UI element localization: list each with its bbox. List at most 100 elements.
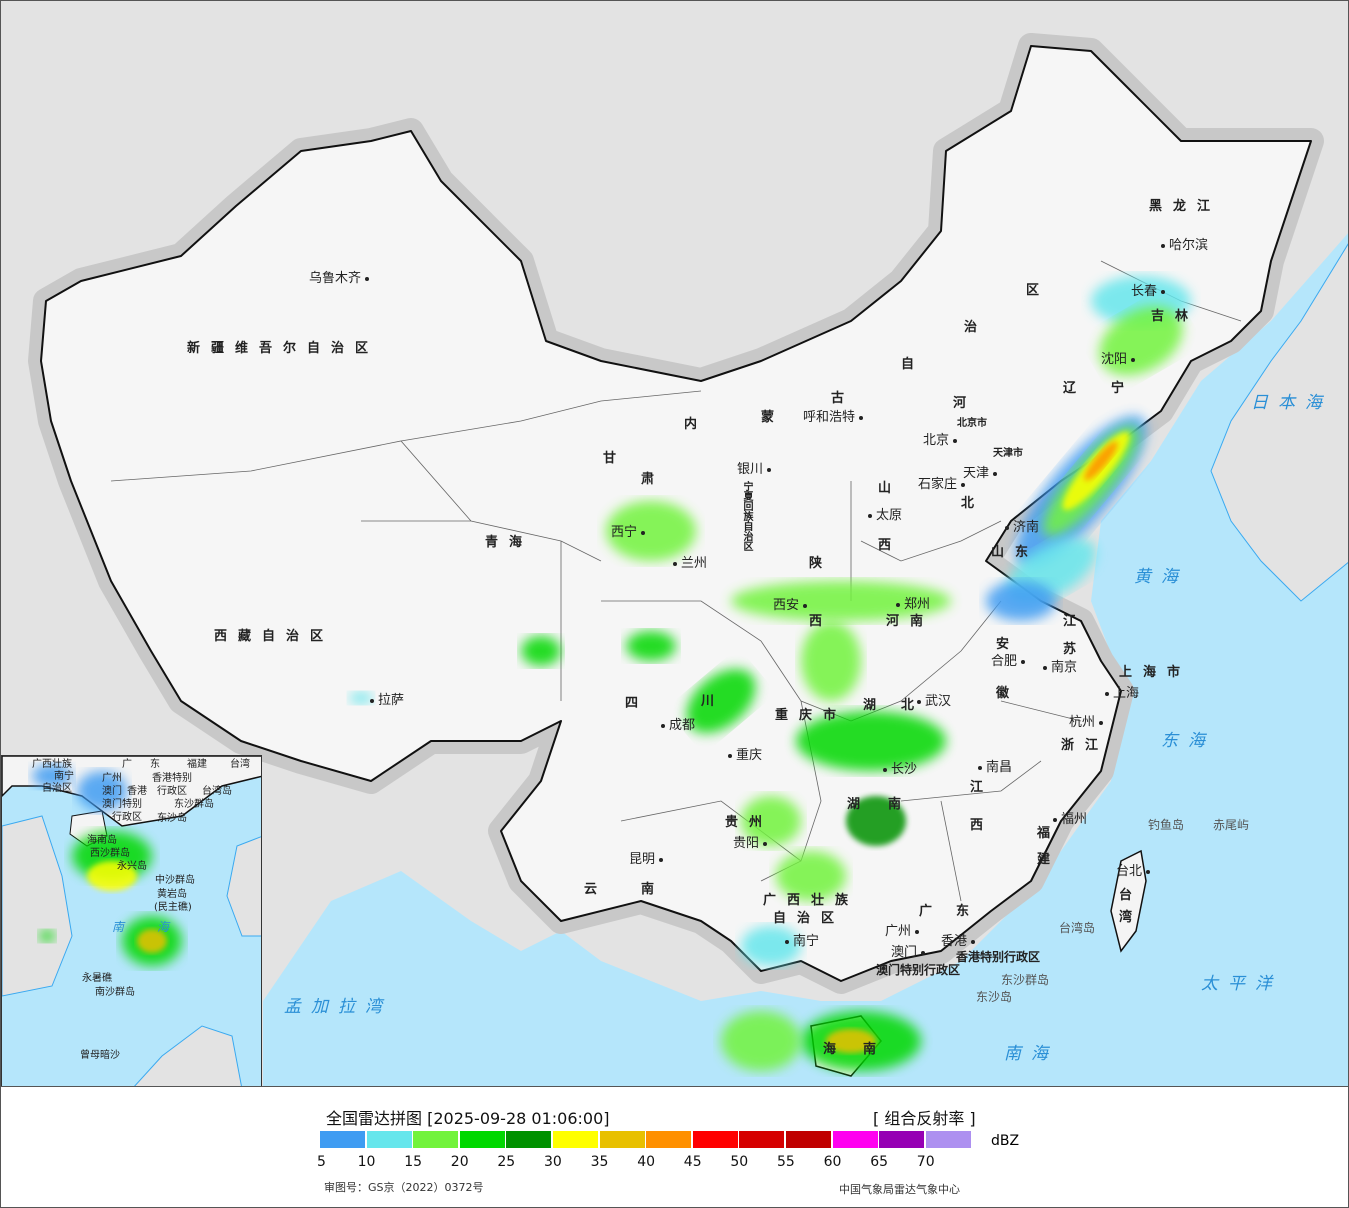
- province-label: 自治区: [773, 911, 846, 926]
- scale-tick: 5: [317, 1154, 326, 1170]
- province-label: 台: [1119, 888, 1133, 903]
- province-label: 福: [1037, 826, 1051, 841]
- inset-label: 永兴岛: [117, 861, 147, 872]
- inset-label: 永暑礁: [82, 973, 112, 984]
- city-label: 上海: [1104, 686, 1140, 701]
- island-label: 香港特别行政区: [956, 950, 1041, 964]
- province-label: 江: [1063, 614, 1077, 629]
- inset-label: 南沙群岛: [95, 987, 135, 998]
- province-borders: [110, 260, 1242, 902]
- radar-echo: [776, 851, 846, 901]
- city-label: 南昌: [977, 760, 1013, 775]
- province-label: 黑龙江: [1149, 199, 1222, 214]
- inset-label: 广: [122, 759, 132, 770]
- province-label: 建: [1037, 852, 1051, 867]
- city-label: 台北: [1116, 864, 1151, 879]
- province-label: 青海: [485, 535, 534, 550]
- radar-echo: [796, 711, 946, 771]
- city-label: 乌鲁木齐: [309, 271, 370, 286]
- province-label: 吉林: [1151, 309, 1200, 324]
- scale-tick: 35: [590, 1154, 609, 1170]
- province-label: 徽: [996, 686, 1010, 701]
- province-label: 广西壮族: [763, 893, 860, 908]
- province-label: 南: [641, 882, 655, 897]
- city-label: 沈阳: [1101, 352, 1136, 367]
- province-label: 浙江: [1061, 738, 1110, 753]
- city-label: 贵阳: [733, 836, 768, 851]
- inset-label: 中沙群岛: [155, 875, 195, 886]
- province-label: 河南: [886, 614, 935, 629]
- province-label: 古: [831, 391, 845, 406]
- province-label: 云: [584, 882, 598, 897]
- radar-echo: [1084, 441, 1118, 481]
- inset-label: 东沙群岛: [174, 799, 214, 810]
- inset-label: (民主礁): [154, 902, 192, 913]
- inset-label: 行政区: [157, 786, 187, 797]
- island-label: 东沙岛: [976, 990, 1013, 1004]
- city-label: 杭州: [1069, 715, 1104, 730]
- sea-label: 太平洋: [1201, 974, 1282, 994]
- province-label: 湖: [847, 797, 861, 812]
- province-label: 河: [953, 396, 967, 411]
- province-label: 北: [961, 496, 975, 511]
- city-label: 长春: [1131, 284, 1166, 299]
- approval-number: 审图号：GS京（2022）0372号: [324, 1181, 484, 1194]
- sea-label: 孟加拉湾: [284, 997, 392, 1017]
- province-label: 北京市: [957, 418, 987, 429]
- color-swatch: [366, 1131, 412, 1148]
- inset-label: 南: [112, 920, 125, 934]
- province-label: 贵州: [725, 815, 774, 830]
- city-label: 济南: [1004, 520, 1040, 535]
- city-label: 南宁: [784, 934, 820, 949]
- city-label: 武汉: [916, 694, 952, 709]
- city-label: 哈尔滨: [1160, 238, 1209, 253]
- province-label: 安: [996, 637, 1010, 652]
- province-label: 肃: [641, 472, 655, 487]
- province-label: 新疆维吾尔自治区: [187, 341, 380, 356]
- radar-echo: [1099, 306, 1183, 376]
- radar-map[interactable]: 乌鲁木齐 拉萨 西宁 兰州 银川 呼和浩特 北京 天津 石家庄 太原 西安 郑州 济南 沈阳 长春 哈尔滨 合肥…: [0, 0, 1349, 1087]
- color-swatch: [459, 1131, 505, 1148]
- province-label: 甘: [603, 451, 617, 466]
- inset-label: 黄岩岛: [157, 889, 187, 900]
- color-swatch: [692, 1131, 738, 1148]
- color-swatch: [785, 1131, 831, 1148]
- city-label: 太原: [867, 508, 903, 523]
- taiwan-land: [1110, 849, 1147, 953]
- city-label: 西宁: [611, 525, 646, 540]
- island-label: 赤尾屿: [1213, 818, 1250, 832]
- province-label: 北: [901, 698, 915, 713]
- inset-label: 广州: [102, 773, 122, 784]
- inset-label: 海南岛: [87, 835, 117, 846]
- province-label: 东: [956, 904, 970, 919]
- province-label: 内: [684, 417, 698, 432]
- province-label: 苏: [1063, 642, 1077, 657]
- radar-echo: [626, 631, 676, 661]
- sea-label: 南海: [1004, 1044, 1058, 1064]
- city-label: 北京: [923, 433, 958, 448]
- color-swatch: [320, 1131, 365, 1148]
- organization-name: 中国气象局雷达气象中心: [839, 1183, 960, 1196]
- province-label: 宁: [1111, 381, 1125, 396]
- province-label: 自: [901, 357, 915, 372]
- inset-label: 曾母暗沙: [80, 1050, 120, 1061]
- map-canvas: [28, 33, 1348, 1086]
- city-label: 郑州: [895, 597, 931, 612]
- legend-panel: 全国雷达拼图 [2025-09-28 01:06:00] [ 组合反射率 ] d…: [0, 1087, 1349, 1208]
- inset-label: 澳门特别: [102, 799, 142, 810]
- inset-label: 广西壮族: [32, 759, 72, 770]
- city-label: 兰州: [672, 556, 708, 571]
- city-label: 昆明: [629, 852, 664, 867]
- radar-echo: [39, 930, 55, 942]
- japan-korea-land: [1210, 243, 1348, 602]
- inset-label: 行政区: [112, 812, 142, 823]
- city-label: 银川: [737, 462, 772, 477]
- color-swatch: [506, 1131, 552, 1148]
- province-label: 南: [863, 1042, 877, 1057]
- province-label: 江: [970, 780, 984, 795]
- unit-label: dBZ: [991, 1133, 1020, 1149]
- province-label: 湖: [863, 698, 877, 713]
- radar-echo: [731, 581, 951, 621]
- province-label: 广: [919, 904, 933, 919]
- radar-echo: [801, 621, 861, 701]
